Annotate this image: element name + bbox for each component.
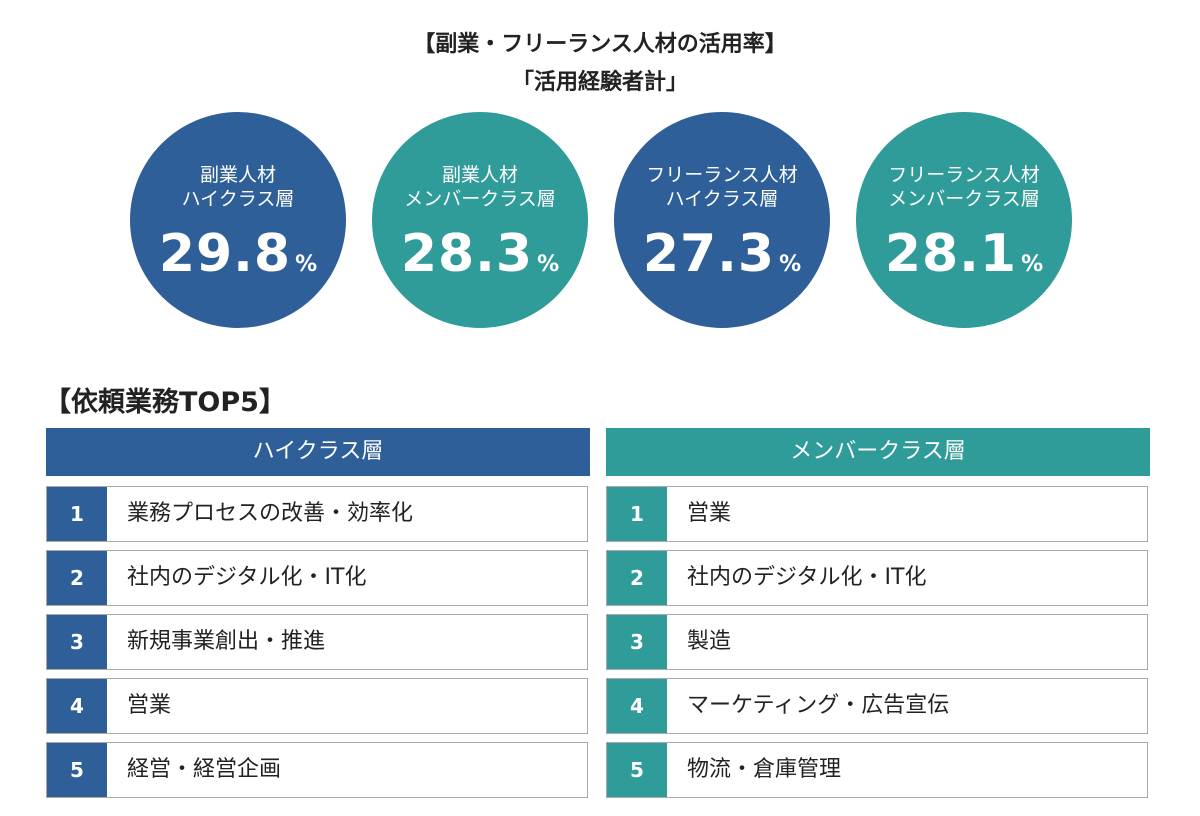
- ranking-row: 5 物流・倉庫管理: [606, 742, 1148, 798]
- rank-label: 社内のデジタル化・IT化: [687, 565, 927, 590]
- rank-label: 営業: [127, 693, 172, 718]
- stat-value: 28.1: [884, 224, 1018, 284]
- stat-unit: %: [1021, 252, 1044, 277]
- stat-label-line2: ハイクラス層: [665, 188, 779, 210]
- top5-section-title: 【依頼業務TOP5】: [44, 387, 286, 418]
- stat-label-line1: 副業人材: [199, 164, 276, 186]
- stat-label-line2: ハイクラス層: [181, 188, 295, 210]
- rank-label: 社内のデジタル化・IT化: [127, 565, 367, 590]
- rank-badge: 3: [47, 615, 107, 669]
- rank-badge: 2: [47, 551, 107, 605]
- rank-label: 製造: [687, 629, 732, 654]
- column-header: メンバークラス層: [606, 428, 1150, 476]
- stat-label-line2: メンバークラス層: [888, 188, 1040, 210]
- stat-value: 28.3: [400, 224, 534, 284]
- stat-unit: %: [779, 252, 802, 277]
- rank-label: 物流・倉庫管理: [687, 757, 842, 782]
- ranking-row: 3 製造: [606, 614, 1148, 670]
- stat-label-line1: フリーランス人材: [646, 164, 798, 186]
- rank-badge: 3: [607, 615, 667, 669]
- rank-badge: 1: [47, 487, 107, 541]
- page-title: 【副業・フリーランス人材の活用率】: [413, 32, 787, 57]
- rank-label: マーケティング・広告宣伝: [687, 693, 950, 718]
- ranking-row: 2 社内のデジタル化・IT化: [46, 550, 588, 606]
- rank-label: 営業: [687, 501, 732, 526]
- stat-value: 29.8: [158, 224, 292, 284]
- rank-label: 経営・経営企画: [127, 757, 282, 782]
- stat-circle-freelance-high-class: フリーランス人材 ハイクラス層 27.3%: [614, 112, 830, 328]
- ranking-row: 3 新規事業創出・推進: [46, 614, 588, 670]
- rank-label: 新規事業創出・推進: [127, 629, 326, 654]
- top5-column-high-class: ハイクラス層 1 業務プロセスの改善・効率化 2 社内のデジタル化・IT化 3 …: [46, 428, 590, 798]
- stat-label-line1: フリーランス人材: [888, 164, 1040, 186]
- ranking-row: 5 経営・経営企画: [46, 742, 588, 798]
- stat-label-line1: 副業人材: [441, 164, 518, 186]
- stat-circle-side-job-high-class: 副業人材 ハイクラス層 29.8%: [130, 112, 346, 328]
- rank-label: 業務プロセスの改善・効率化: [127, 501, 414, 526]
- rank-badge: 5: [47, 743, 107, 797]
- stat-circle-side-job-member-class: 副業人材 メンバークラス層 28.3%: [372, 112, 588, 328]
- rank-badge: 5: [607, 743, 667, 797]
- page-subtitle: 「活用経験者計」: [511, 70, 688, 95]
- ranking-row: 1 業務プロセスの改善・効率化: [46, 486, 588, 542]
- ranking-row: 4 マーケティング・広告宣伝: [606, 678, 1148, 734]
- stat-unit: %: [537, 252, 560, 277]
- ranking-row: 4 営業: [46, 678, 588, 734]
- ranking-row: 1 営業: [606, 486, 1148, 542]
- stat-label-line2: メンバークラス層: [404, 188, 556, 210]
- rank-badge: 1: [607, 487, 667, 541]
- stat-unit: %: [295, 252, 318, 277]
- column-header: ハイクラス層: [46, 428, 590, 476]
- rank-badge: 4: [47, 679, 107, 733]
- ranking-row: 2 社内のデジタル化・IT化: [606, 550, 1148, 606]
- top5-column-member-class: メンバークラス層 1 営業 2 社内のデジタル化・IT化 3 製造 4 マーケテ…: [606, 428, 1150, 798]
- rank-badge: 4: [607, 679, 667, 733]
- stat-value: 27.3: [642, 224, 776, 284]
- stat-circle-freelance-member-class: フリーランス人材 メンバークラス層 28.1%: [856, 112, 1072, 328]
- rank-badge: 2: [607, 551, 667, 605]
